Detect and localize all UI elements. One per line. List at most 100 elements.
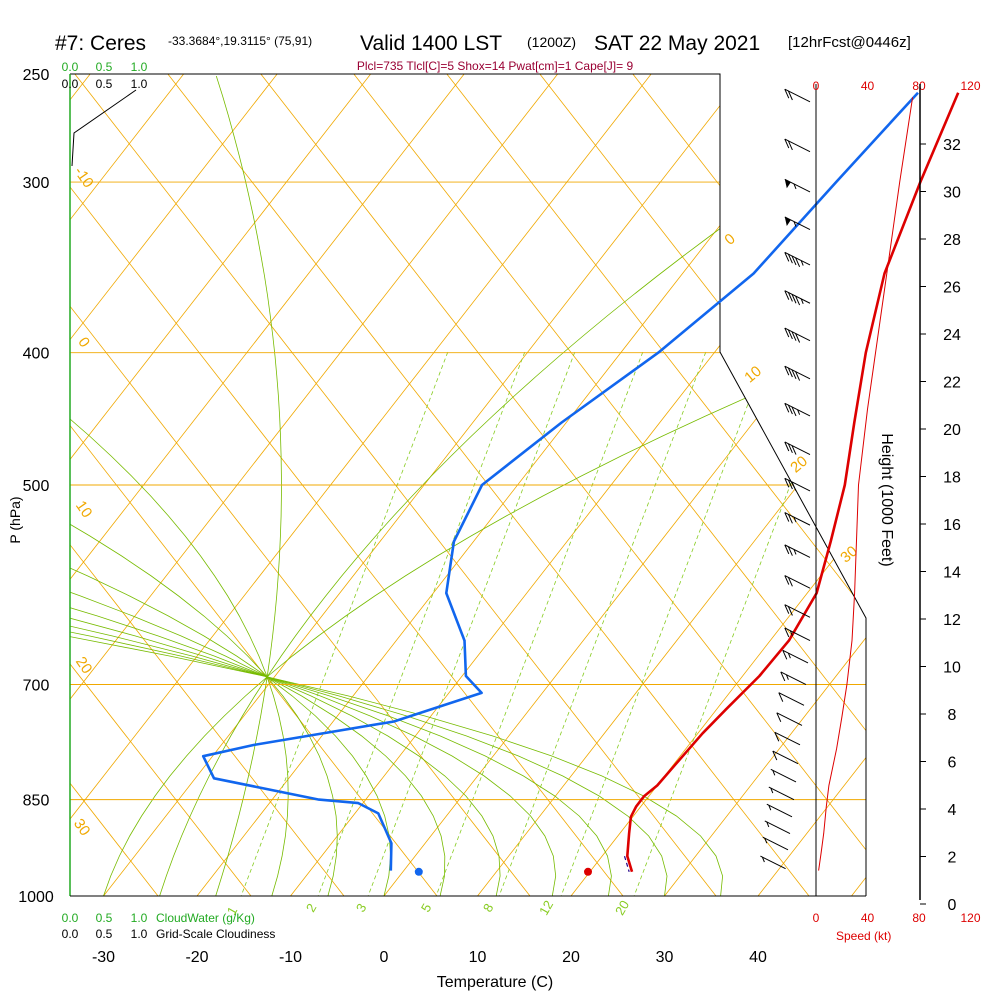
height-tick-label: 2 — [948, 850, 957, 867]
moist-adiabat-line — [70, 75, 501, 896]
wind-barb — [784, 477, 811, 492]
wind-barb-flag — [791, 481, 797, 492]
wind-barb-half-flag — [793, 549, 797, 555]
wind-barb — [784, 327, 811, 343]
wind-barb-flag — [784, 327, 790, 338]
valid-date: SAT 22 May 2021 — [594, 32, 760, 55]
height-tick-label: 30 — [943, 185, 961, 202]
moist-adiabat-line — [70, 75, 557, 896]
wind-barb-half-flag — [770, 787, 774, 794]
station-coords: -33.3684°,19.3115° (75,91) — [168, 34, 312, 48]
temperature-tick-label: -20 — [185, 949, 208, 966]
wind-barb-flag — [784, 544, 790, 555]
mixing-ratio-line — [492, 351, 707, 896]
temperature-tick-label: -10 — [279, 949, 302, 966]
wind-barb — [784, 512, 811, 526]
mixing-ratio-line — [361, 351, 576, 896]
wind-barb-flag — [784, 478, 790, 488]
dewpoint-trace — [201, 91, 919, 871]
isotherm-label: 30 — [837, 543, 861, 567]
wind-barb-staff — [778, 692, 805, 706]
isotherm-label: 10 — [72, 498, 95, 521]
cloudiness-top-tick: 1.0 — [131, 77, 148, 91]
wind-barb — [784, 138, 811, 153]
pressure-axis-title: P (hPa) — [7, 496, 23, 543]
wind-barb-flag — [784, 575, 790, 585]
wind-barb-staff — [762, 836, 789, 851]
temperature-tick-label: -30 — [92, 949, 115, 966]
height-tick-label: 0 — [948, 897, 957, 914]
wind-barb-pennant — [784, 179, 791, 189]
temperature-axis-title: Temperature (C) — [437, 974, 553, 991]
wind-barb-staff — [774, 731, 801, 746]
wind-barb-flag — [784, 627, 790, 638]
cloud-scales: 0.0 0.0 0.5 0.5 1.0 1.0 0.0 0.0 0.5 0.5 1.0 1.0 — [62, 60, 148, 941]
utc-time: (1200Z) — [527, 34, 576, 50]
height-axis-title: Height (1000 Feet) — [878, 433, 895, 566]
mixing-ratio-label: 20 — [612, 898, 632, 918]
wind-barb-staff — [782, 649, 809, 664]
wind-barb-flag — [774, 732, 780, 742]
cloudwater-top-tick: 1.0 — [131, 60, 148, 74]
moist-adiabat-line — [215, 75, 282, 896]
wind-barb-flag — [784, 88, 790, 99]
temperature-surface-marker — [584, 867, 592, 876]
wind-barb-flag — [784, 365, 790, 376]
wind-barb-flag — [787, 329, 793, 340]
moist-adiabat-line — [70, 75, 724, 896]
forecast-info: [12hrFcst@0446z] — [788, 34, 911, 51]
height-tick-label: 10 — [943, 660, 961, 677]
moist-adiabat-line — [70, 75, 338, 896]
wind-barb — [774, 731, 801, 746]
temperature-tick-label: 0 — [380, 949, 389, 966]
wind-barb-flag — [784, 441, 790, 452]
wind-barb-flag — [795, 333, 801, 343]
wind-barb-flag — [791, 255, 797, 266]
speed-top-tick: 40 — [861, 79, 875, 93]
wind-barb-flag — [778, 692, 784, 702]
isotherm-label: 30 — [70, 816, 93, 839]
wind-barb-half-flag — [797, 409, 801, 415]
speed-bottom-tick: 80 — [912, 911, 926, 925]
height-tick-label: 14 — [943, 565, 961, 582]
height-tick-label: 6 — [948, 755, 957, 772]
isotherm-line — [70, 74, 184, 896]
background-grid — [70, 74, 866, 896]
wind-barb-flag — [787, 140, 793, 151]
pressure-tick-label: 700 — [23, 678, 50, 695]
wind-barb-flag — [791, 445, 797, 455]
wind-barb-staff — [776, 712, 803, 726]
wind-barb — [784, 251, 811, 267]
wind-barb-half-flag — [789, 630, 793, 636]
isotherm-line — [757, 74, 866, 896]
wind-barb-flag — [787, 292, 793, 302]
height-tick-label: 4 — [948, 802, 957, 819]
wind-barb-half-flag — [787, 652, 791, 659]
temperature-tick-label: 30 — [656, 949, 674, 966]
wind-barb-half-flag — [793, 516, 797, 523]
cloudiness-profile — [71, 89, 137, 167]
isotherm-line — [70, 74, 371, 896]
isotherm-line — [664, 74, 866, 896]
wind-barb — [784, 575, 811, 589]
wind-barb — [784, 216, 811, 231]
pressure-tick-label: 500 — [23, 478, 50, 495]
temperature-tick-label: 40 — [749, 949, 767, 966]
wind-barb-half-flag — [766, 821, 770, 828]
wind-barb-flag — [791, 294, 797, 304]
moist-adiabat-line — [103, 75, 866, 896]
height-tick-label: 18 — [943, 470, 961, 487]
wind-barb-staff — [780, 671, 807, 685]
wind-barb-half-flag — [800, 298, 804, 305]
speed-bottom-tick: 40 — [861, 911, 875, 925]
mixing-ratio-line — [234, 351, 449, 896]
wind-barb — [770, 768, 797, 783]
cloudwater-top-tick: 0.0 — [62, 60, 79, 74]
mixing-ratio-label: 5 — [418, 901, 435, 915]
temperature-tick-label: 10 — [469, 949, 487, 966]
sounding-traces — [201, 91, 960, 876]
isotherm-label: 20 — [787, 453, 811, 477]
